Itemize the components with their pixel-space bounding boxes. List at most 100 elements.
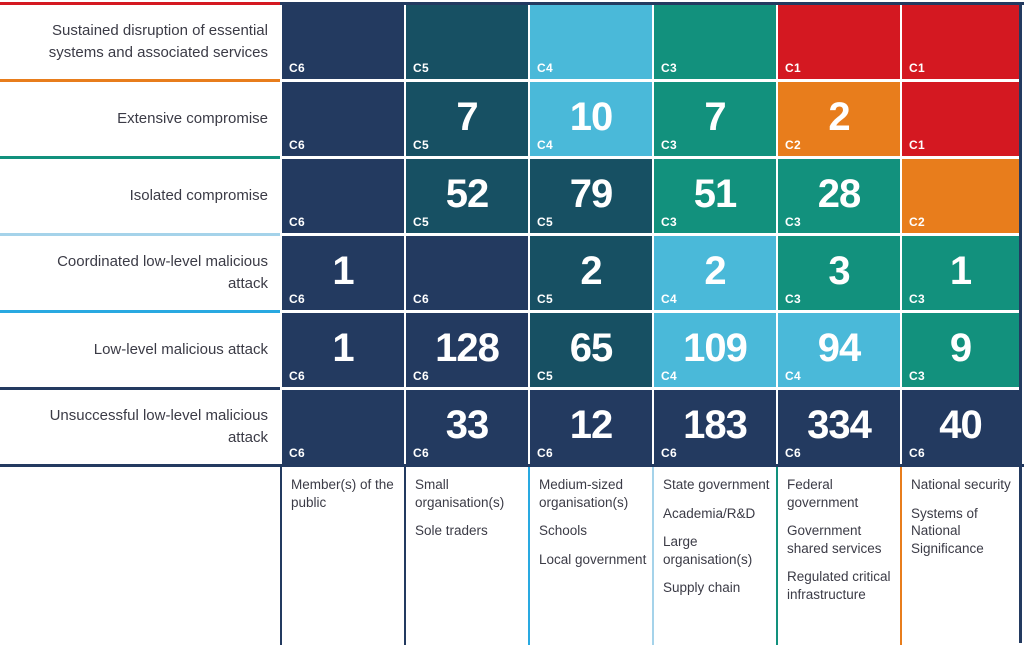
cell-count: 7 (704, 94, 726, 139)
severity-axis-line-c6 (0, 387, 280, 390)
row-separator (0, 79, 1024, 82)
sector-label: Small organisation(s) (415, 477, 505, 510)
cell-count: 79 (569, 171, 613, 216)
matrix-cell: C2 (900, 159, 1024, 233)
matrix-cell: C6 (280, 5, 404, 79)
cell-category-label: C3 (909, 292, 925, 306)
cell-count: 12 (569, 402, 613, 447)
cell-category-label: C5 (413, 215, 429, 229)
cell-category-label: C3 (785, 215, 801, 229)
matrix-row: Coordinated low-level malicious attack 1… (0, 236, 1024, 310)
cell-category-label: C3 (661, 138, 677, 152)
cell-count: 1 (332, 248, 354, 293)
matrix-cell: 65 C5 (528, 313, 652, 387)
matrix-cell: C6 (280, 390, 404, 464)
cell-category-label: C4 (537, 61, 553, 75)
cell-count: 183 (683, 402, 748, 447)
matrix-cell: 40 C6 (900, 390, 1024, 464)
row-separator (0, 310, 1024, 313)
severity-label: Low-level malicious attack (93, 341, 268, 359)
matrix-cell: C1 (900, 5, 1024, 79)
matrix-cell: 2 C2 (776, 82, 900, 156)
matrix-cell: 1 C6 (280, 236, 404, 310)
row-separator (0, 156, 1024, 159)
cell-count: 33 (445, 402, 489, 447)
matrix-row: Extensive compromise C6 7 C5 10 C4 7 C3 2 C2… (0, 82, 1024, 156)
cell-category-label: C6 (413, 369, 429, 383)
matrix-cell: 2 C4 (652, 236, 776, 310)
sector-label: State government (663, 477, 770, 492)
cell-count: 1 (949, 248, 972, 293)
cell-category-label: C5 (537, 369, 553, 383)
cell-count: 52 (445, 171, 489, 216)
matrix-cell: C4 (528, 5, 652, 79)
cell-category-label: C3 (785, 292, 801, 306)
matrix-cell: C3 (652, 5, 776, 79)
matrix-row: Sustained disruption of essential system… (0, 5, 1024, 79)
cell-category-label: C6 (785, 446, 801, 460)
cell-category-label: C3 (661, 61, 677, 75)
matrix-cell: 183 C6 (652, 390, 776, 464)
matrix-row: Isolated compromise C6 52 C5 79 C5 51 C3 28… (0, 159, 1024, 233)
matrix-cell: 12 C6 (528, 390, 652, 464)
matrix-cell: 3 C3 (776, 236, 900, 310)
sector-label: Supply chain (663, 580, 741, 596)
footer-top-border-left (0, 464, 280, 467)
row-separator (0, 464, 1024, 467)
footer-column: Small organisation(s) Sole traders (404, 467, 528, 645)
matrix-cell: 1 C6 (280, 313, 404, 387)
matrix-row: Low-level malicious attack 1 C6 128 C6 65 C… (0, 313, 1024, 387)
cell-count: 9 (949, 325, 972, 370)
footer-column: State government Academia/R&D Large orga… (652, 467, 776, 645)
cell-category-label: C1 (909, 61, 925, 75)
sector-axis: Member(s) of the public Small organisati… (0, 467, 1024, 649)
matrix-cell: 7 C3 (652, 82, 776, 156)
severity-label: Unsuccessful low-level malicious attack (49, 407, 268, 446)
matrix-cell: 28 C3 (776, 159, 900, 233)
severity-label: Sustained disruption of essential system… (48, 22, 268, 61)
cell-category-label: C5 (537, 215, 553, 229)
sector-label: Member(s) of the public (291, 477, 394, 510)
severity-axis-line-c2 (0, 79, 280, 82)
matrix-cell: C6 (280, 82, 404, 156)
cell-category-label: C6 (909, 446, 925, 460)
severity-label: Extensive compromise (117, 110, 268, 128)
cell-count: 65 (569, 325, 613, 370)
matrix-cell: 9 C3 (900, 313, 1024, 387)
cell-category-label: C2 (785, 138, 801, 152)
matrix-cell: C1 (776, 5, 900, 79)
matrix-cell: 7 C5 (404, 82, 528, 156)
footer-column: Federal government Government shared ser… (776, 467, 900, 645)
cell-category-label: C3 (661, 215, 677, 229)
matrix-cell: C6 (280, 159, 404, 233)
severity-axis-line-c1 (0, 2, 280, 5)
severity-axis-line-c4 (0, 233, 280, 236)
matrix-right-border (1019, 2, 1022, 643)
cell-category-label: C4 (785, 369, 801, 383)
cell-count: 51 (693, 171, 737, 216)
matrix-top-border (280, 2, 1024, 5)
row-separator (0, 233, 1024, 236)
footer-column: National security Systems of National Si… (900, 467, 1024, 645)
sector-label: Sole traders (415, 523, 488, 539)
cell-category-label: C6 (537, 446, 553, 460)
severity-axis-line-c3 (0, 156, 280, 159)
matrix-cell: 109 C4 (652, 313, 776, 387)
cell-count: 2 (580, 248, 602, 293)
severity-label: Coordinated low-level malicious attack (57, 253, 268, 292)
cell-category-label: C4 (537, 138, 553, 152)
matrix-cell: C5 (404, 5, 528, 79)
cell-count: 40 (939, 402, 982, 447)
footer-column: Medium-sized organisation(s) Schools Loc… (528, 467, 652, 645)
cell-category-label: C4 (661, 369, 677, 383)
matrix-cell: 79 C5 (528, 159, 652, 233)
cell-category-label: C5 (413, 138, 429, 152)
matrix-cell: 1 C3 (900, 236, 1024, 310)
cell-category-label: C6 (289, 446, 305, 460)
matrix-cell: 128 C6 (404, 313, 528, 387)
matrix-cell: 52 C5 (404, 159, 528, 233)
cell-count: 109 (683, 325, 748, 370)
cell-category-label: C2 (909, 215, 925, 229)
matrix-cell: 10 C4 (528, 82, 652, 156)
